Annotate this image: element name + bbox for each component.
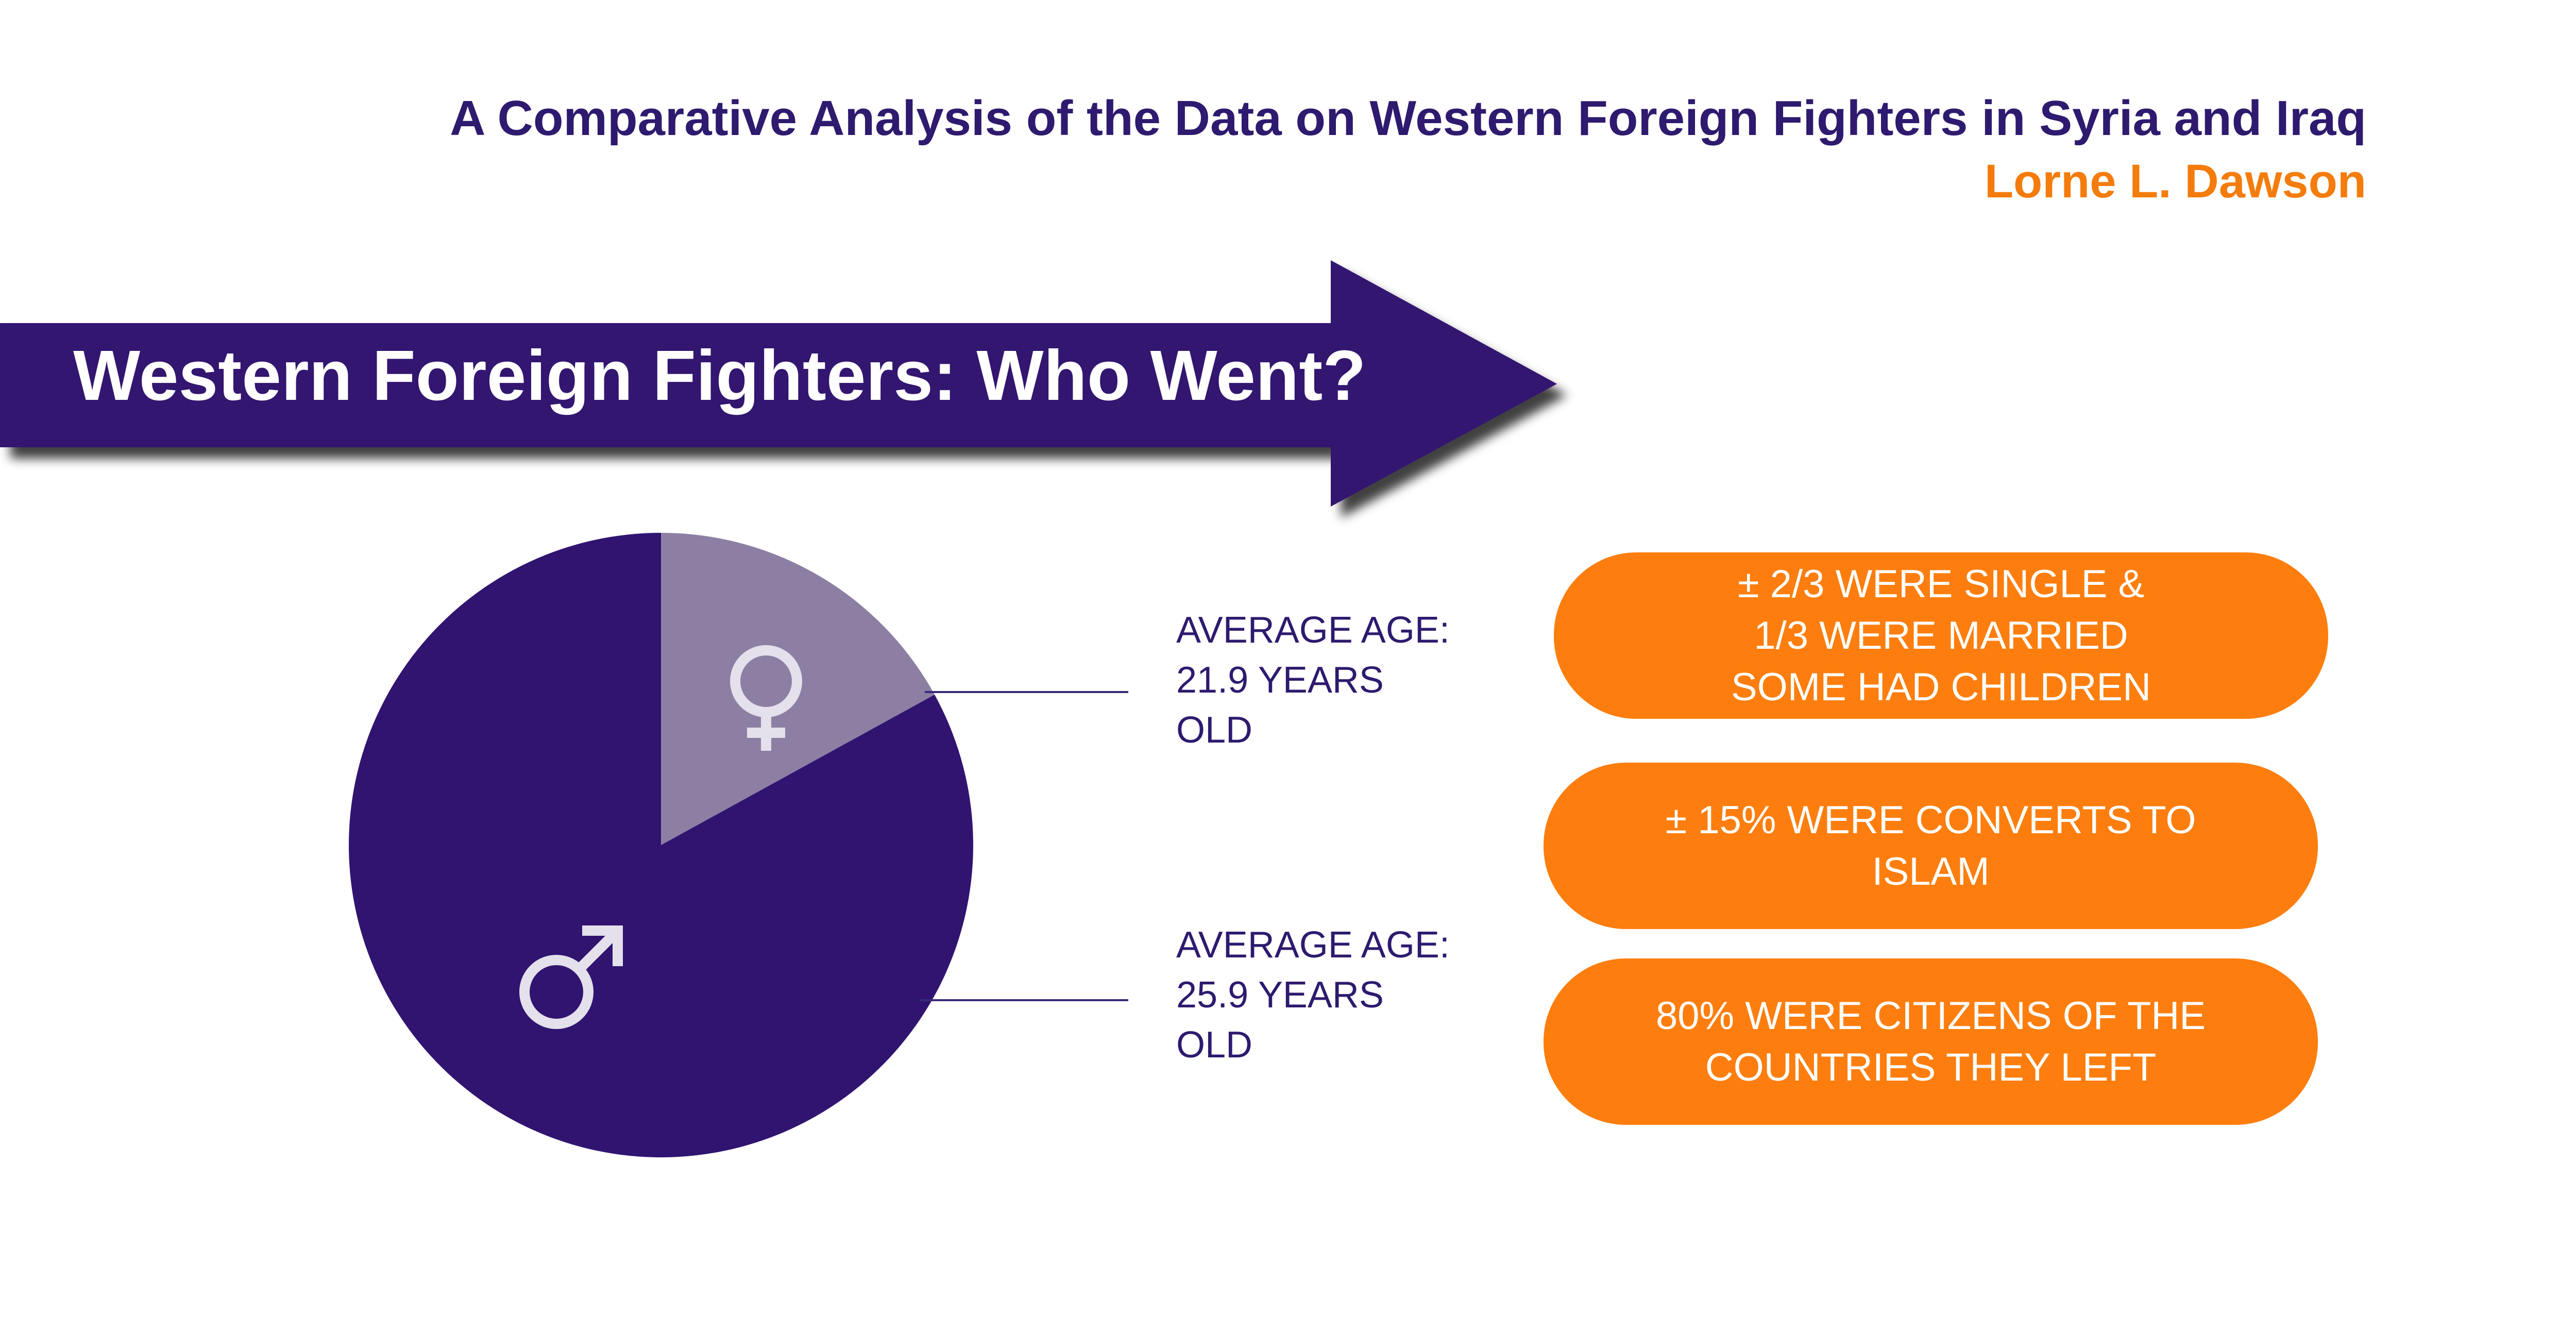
banner-arrow-shape <box>0 260 1557 507</box>
header-author: Lorne L. Dawson <box>1984 155 2366 208</box>
banner-title: Western Foreign Fighters: Who Went? <box>73 336 1366 415</box>
female-age-line-3: OLD <box>1176 710 1253 751</box>
fact-3-line-2: COUNTRIES THEY LEFT <box>1705 1045 2157 1089</box>
gender-pie-chart <box>349 533 1128 1158</box>
banner-arrow <box>0 260 1557 507</box>
fact-pill-citizens: 80% WERE CITIZENS OF THE COUNTRIES THEY … <box>1544 958 2318 1125</box>
fact-pill-marital: ± 2/3 WERE SINGLE & 1/3 WERE MARRIED SOM… <box>1554 552 2328 719</box>
male-age-line-3: OLD <box>1176 1024 1253 1066</box>
fact-1-line-1: ± 2/3 WERE SINGLE & <box>1737 562 2145 606</box>
male-slice <box>349 533 974 1158</box>
fact-pill-converts: ± 15% WERE CONVERTS TO ISLAM <box>1544 763 2318 929</box>
fact-1-line-3: SOME HAD CHILDREN <box>1731 665 2151 709</box>
fact-2-line-1: ± 15% WERE CONVERTS TO <box>1665 798 2196 842</box>
female-age-annotation: AVERAGE AGE: 21.9 YEARS OLD <box>1176 605 1496 755</box>
fact-1-line-2: 1/3 WERE MARRIED <box>1754 613 2128 658</box>
fact-2-line-2: ISLAM <box>1872 849 1990 894</box>
male-symbol-icon <box>519 925 623 1029</box>
fact-3-line-1: 80% WERE CITIZENS OF THE <box>1656 993 2206 1038</box>
male-age-line-2: 25.9 YEARS <box>1176 974 1384 1016</box>
female-symbol-icon <box>730 645 802 751</box>
male-age-annotation: AVERAGE AGE: 25.9 YEARS OLD <box>1176 920 1496 1070</box>
male-age-line-1: AVERAGE AGE: <box>1176 924 1450 966</box>
header-title: A Comparative Analysis of the Data on We… <box>450 91 2366 146</box>
female-age-line-2: 21.9 YEARS <box>1176 660 1384 701</box>
female-age-line-1: AVERAGE AGE: <box>1176 610 1450 651</box>
